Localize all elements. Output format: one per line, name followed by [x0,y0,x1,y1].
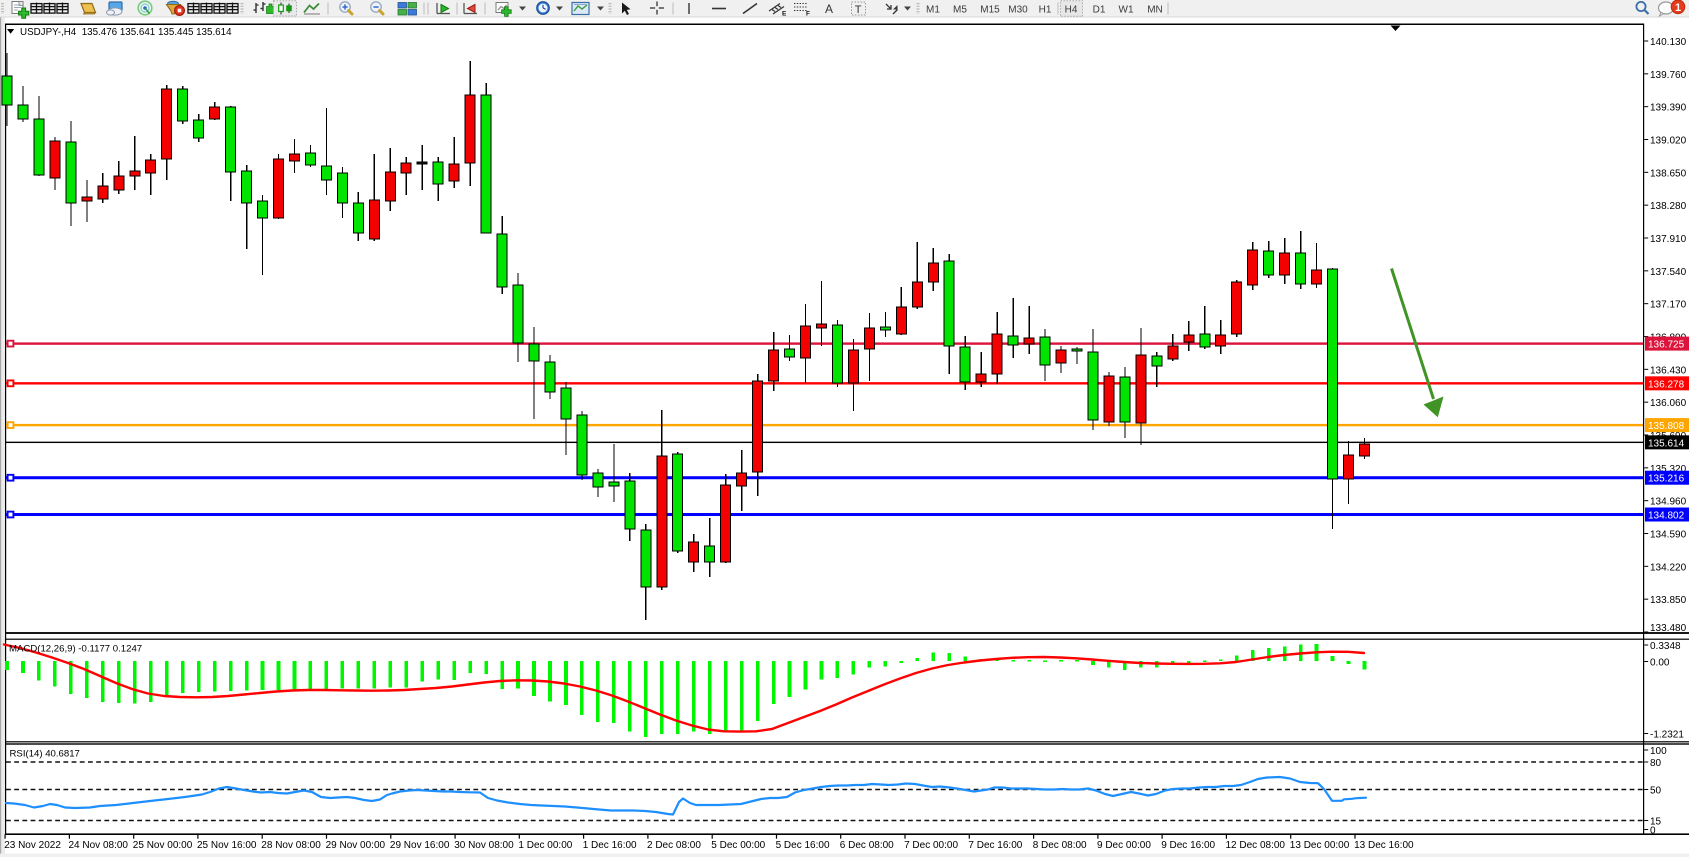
svg-text:M5: M5 [953,5,967,16]
svg-text:12 Dec 08:00: 12 Dec 08:00 [1226,840,1286,851]
svg-text:23 Nov 2022: 23 Nov 2022 [4,840,61,851]
svg-text:30 Nov 08:00: 30 Nov 08:00 [454,840,514,851]
svg-text:9 Dec 00:00: 9 Dec 00:00 [1097,840,1151,851]
svg-text:0: 0 [1650,826,1656,837]
svg-text:MACD(12,26,9) -0.1177 0.1247: MACD(12,26,9) -0.1177 0.1247 [9,644,142,655]
svg-text:M30: M30 [1008,5,1028,16]
svg-text:13 Dec 00:00: 13 Dec 00:00 [1290,840,1350,851]
svg-text:24 Nov 08:00: 24 Nov 08:00 [69,840,129,851]
svg-text:133.480: 133.480 [1650,623,1687,634]
svg-text:1: 1 [1675,2,1681,14]
svg-text:134.220: 134.220 [1650,562,1687,573]
svg-text:15: 15 [1650,817,1662,828]
svg-text:H4: H4 [1065,5,1078,16]
svg-text:29 Nov 16:00: 29 Nov 16:00 [390,840,450,851]
svg-text:8 Dec 08:00: 8 Dec 08:00 [1033,840,1087,851]
svg-text:25 Nov 16:00: 25 Nov 16:00 [197,840,257,851]
svg-text:13 Dec 16:00: 13 Dec 16:00 [1354,840,1414,851]
svg-text:W1: W1 [1119,5,1134,16]
svg-text:50: 50 [1650,786,1662,797]
svg-text:-1.2321: -1.2321 [1650,730,1684,741]
svg-text:80: 80 [1650,758,1662,769]
svg-text:25 Nov 00:00: 25 Nov 00:00 [133,840,193,851]
svg-text:28 Nov 08:00: 28 Nov 08:00 [261,840,321,851]
svg-text:MN: MN [1147,5,1163,16]
svg-text:5 Dec 00:00: 5 Dec 00:00 [711,840,765,851]
svg-text:100: 100 [1650,746,1667,757]
svg-text:138.280: 138.280 [1650,201,1687,212]
svg-text:136.278: 136.278 [1648,379,1685,390]
svg-text:7 Dec 00:00: 7 Dec 00:00 [904,840,958,851]
svg-text:9 Dec 16:00: 9 Dec 16:00 [1161,840,1215,851]
svg-text:137.170: 137.170 [1650,300,1687,311]
svg-text:134.802: 134.802 [1648,511,1685,522]
svg-text:1 Dec 00:00: 1 Dec 00:00 [518,840,572,851]
svg-text:134.960: 134.960 [1650,497,1687,508]
svg-text:2 Dec 08:00: 2 Dec 08:00 [647,840,701,851]
svg-text:7 Dec 16:00: 7 Dec 16:00 [968,840,1022,851]
svg-text:136.060: 136.060 [1650,398,1687,409]
svg-text:0.3348: 0.3348 [1650,641,1681,652]
svg-text:RSI(14) 40.6817: RSI(14) 40.6817 [10,749,80,760]
svg-text:139.760: 139.760 [1650,70,1687,81]
svg-text:138.650: 138.650 [1650,168,1687,179]
svg-text:135.614: 135.614 [1648,438,1685,449]
svg-text:6 Dec 08:00: 6 Dec 08:00 [840,840,894,851]
svg-text:134.590: 134.590 [1650,530,1687,541]
svg-text:29 Nov 00:00: 29 Nov 00:00 [326,840,386,851]
svg-text:E: E [782,11,787,18]
svg-text:135.808: 135.808 [1648,421,1685,432]
svg-text:139.390: 139.390 [1650,103,1687,114]
svg-text:H1: H1 [1039,5,1052,16]
svg-text:M1: M1 [926,5,940,16]
svg-text:USDJPY-,H4 135.476 135.641 13: USDJPY-,H4 135.476 135.641 135.445 135.6… [20,27,232,38]
svg-text:T: T [855,4,862,16]
svg-text:135.216: 135.216 [1648,474,1685,485]
svg-text:5 Dec 16:00: 5 Dec 16:00 [776,840,830,851]
svg-text:136.725: 136.725 [1648,340,1685,351]
svg-text:D1: D1 [1093,5,1106,16]
svg-text:M15: M15 [980,5,1000,16]
svg-text:137.910: 137.910 [1650,234,1687,245]
svg-text:139.020: 139.020 [1650,136,1687,147]
svg-text:133.850: 133.850 [1650,595,1687,606]
svg-text:1 Dec 16:00: 1 Dec 16:00 [583,840,637,851]
svg-text:137.540: 137.540 [1650,267,1687,278]
svg-text:A: A [825,2,833,16]
svg-text:140.130: 140.130 [1650,37,1687,48]
svg-text:135.320: 135.320 [1650,464,1687,475]
svg-text:136.430: 136.430 [1650,365,1687,376]
svg-text:F: F [806,11,810,18]
svg-text:0.00: 0.00 [1650,658,1670,669]
